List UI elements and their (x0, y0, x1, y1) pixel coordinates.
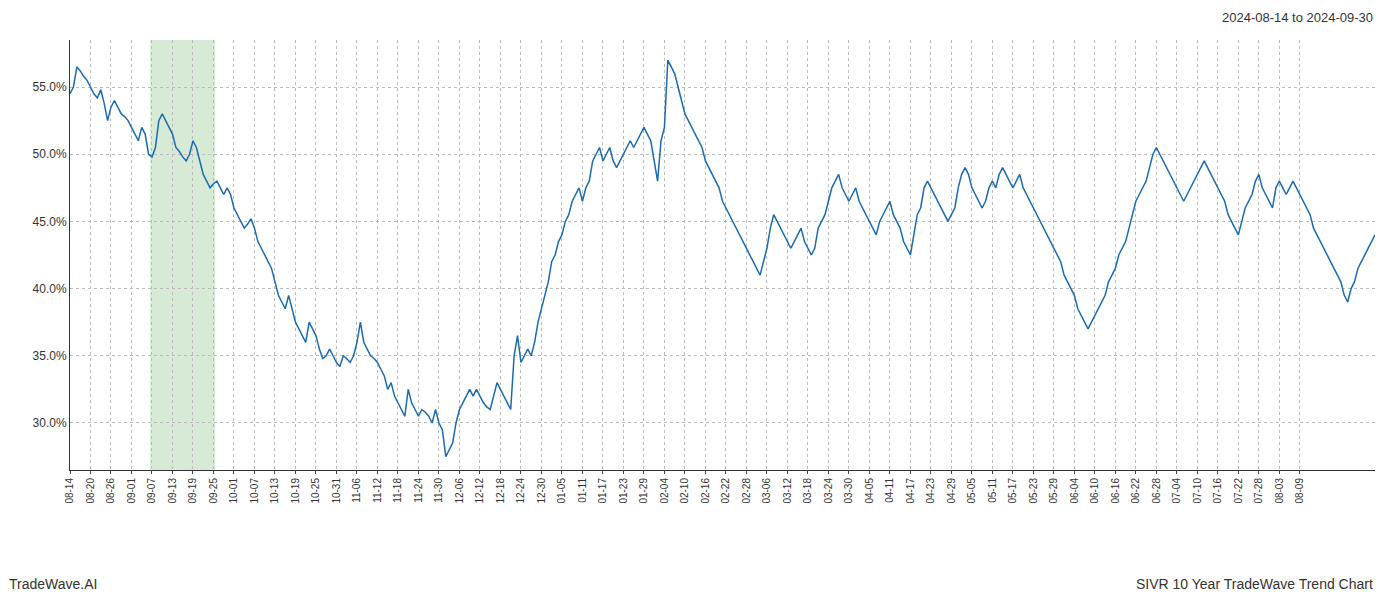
svg-text:01-17: 01-17 (597, 478, 608, 504)
svg-text:12-12: 12-12 (474, 478, 485, 504)
svg-text:03-06: 03-06 (761, 478, 772, 504)
svg-text:40.0%: 40.0% (33, 282, 67, 296)
svg-text:07-16: 07-16 (1212, 478, 1223, 504)
svg-text:01-29: 01-29 (638, 478, 649, 504)
svg-text:04-11: 04-11 (884, 478, 895, 503)
svg-text:05-23: 05-23 (1028, 478, 1039, 504)
svg-text:10-13: 10-13 (269, 478, 280, 504)
svg-text:05-05: 05-05 (966, 478, 977, 504)
svg-text:06-10: 06-10 (1089, 478, 1100, 504)
svg-text:11-06: 11-06 (351, 478, 362, 503)
svg-text:07-28: 07-28 (1253, 478, 1264, 504)
svg-text:10-07: 10-07 (249, 478, 260, 504)
svg-text:11-30: 11-30 (433, 478, 444, 503)
svg-text:10-25: 10-25 (310, 478, 321, 504)
svg-text:01-05: 01-05 (556, 478, 567, 504)
svg-text:02-04: 02-04 (659, 478, 670, 504)
svg-text:10-31: 10-31 (331, 478, 342, 504)
svg-text:02-16: 02-16 (700, 478, 711, 504)
svg-text:08-20: 08-20 (85, 478, 96, 504)
svg-text:04-29: 04-29 (946, 478, 957, 504)
svg-text:07-04: 07-04 (1171, 478, 1182, 504)
svg-text:06-22: 06-22 (1130, 478, 1141, 504)
svg-text:04-05: 04-05 (864, 478, 875, 504)
svg-text:05-11: 05-11 (987, 478, 998, 503)
svg-text:35.0%: 35.0% (33, 349, 67, 363)
svg-text:TradeWave.AI: TradeWave.AI (9, 576, 97, 592)
svg-text:06-28: 06-28 (1151, 478, 1162, 504)
svg-text:01-11: 01-11 (577, 478, 588, 503)
svg-text:04-17: 04-17 (905, 478, 916, 504)
svg-text:04-23: 04-23 (925, 478, 936, 504)
svg-text:08-14: 08-14 (64, 478, 75, 504)
svg-text:03-18: 03-18 (802, 478, 813, 504)
svg-text:03-24: 03-24 (823, 478, 834, 504)
svg-text:30.0%: 30.0% (33, 416, 67, 430)
svg-text:03-30: 03-30 (843, 478, 854, 504)
svg-text:03-12: 03-12 (782, 478, 793, 504)
svg-text:02-28: 02-28 (741, 478, 752, 504)
svg-text:09-01: 09-01 (126, 478, 137, 504)
svg-text:05-17: 05-17 (1007, 478, 1018, 504)
svg-text:11-24: 11-24 (413, 478, 424, 503)
svg-text:05-29: 05-29 (1048, 478, 1059, 504)
svg-text:2024-08-14 to 2024-09-30: 2024-08-14 to 2024-09-30 (1222, 10, 1373, 25)
svg-text:11-18: 11-18 (392, 478, 403, 503)
svg-text:10-01: 10-01 (228, 478, 239, 504)
svg-text:01-23: 01-23 (618, 478, 629, 504)
svg-text:09-07: 09-07 (146, 478, 157, 504)
svg-text:09-19: 09-19 (187, 478, 198, 504)
svg-text:07-10: 07-10 (1192, 478, 1203, 504)
svg-text:02-22: 02-22 (720, 478, 731, 504)
svg-text:12-24: 12-24 (515, 478, 526, 504)
svg-text:11-12: 11-12 (372, 478, 383, 503)
svg-text:09-13: 09-13 (167, 478, 178, 504)
svg-text:10-19: 10-19 (290, 478, 301, 504)
svg-text:12-06: 12-06 (454, 478, 465, 504)
svg-text:09-25: 09-25 (208, 478, 219, 504)
svg-text:12-18: 12-18 (495, 478, 506, 504)
svg-text:06-16: 06-16 (1110, 478, 1121, 504)
svg-text:55.0%: 55.0% (33, 80, 67, 94)
svg-text:12-30: 12-30 (536, 478, 547, 504)
svg-text:45.0%: 45.0% (33, 215, 67, 229)
svg-text:08-09: 08-09 (1294, 478, 1305, 504)
svg-text:06-04: 06-04 (1069, 478, 1080, 504)
svg-text:50.0%: 50.0% (33, 147, 67, 161)
svg-text:SIVR 10 Year TradeWave Trend C: SIVR 10 Year TradeWave Trend Chart (1136, 576, 1373, 592)
svg-text:08-26: 08-26 (105, 478, 116, 504)
svg-text:02-10: 02-10 (679, 478, 690, 504)
svg-text:07-22: 07-22 (1233, 478, 1244, 504)
svg-text:08-03: 08-03 (1274, 478, 1285, 504)
